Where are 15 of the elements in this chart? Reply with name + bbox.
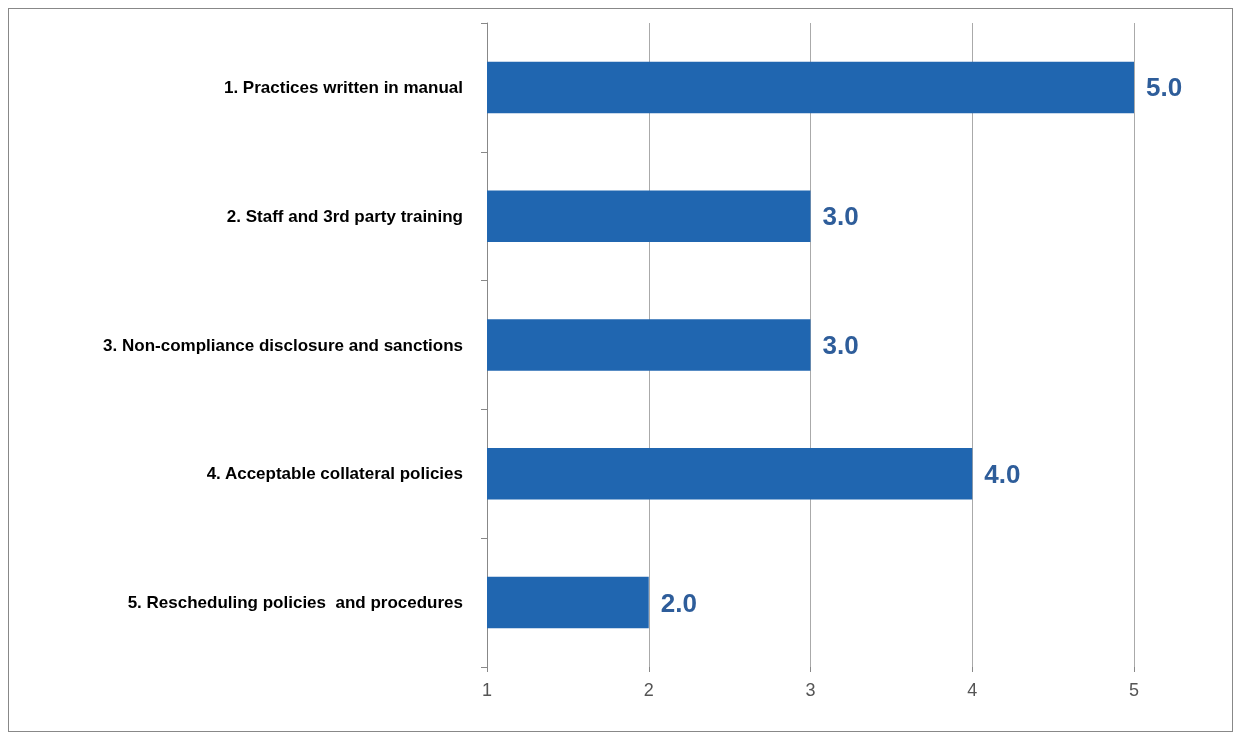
x-tick-label: 4: [967, 680, 978, 700]
data-label: 3.0: [822, 330, 859, 360]
data-label: 5.0: [1146, 72, 1183, 103]
data-label: 3.0: [822, 201, 859, 232]
y-tick-label: 1. Practices written in manual: [223, 77, 463, 97]
data-label: 2.0: [660, 587, 697, 618]
x-tick-label: 2: [643, 680, 654, 700]
data-label: 4.0: [984, 458, 1021, 489]
x-tick-label: 1: [481, 680, 493, 700]
y-tick-label: 4. Acceptable collateral policies: [206, 464, 463, 484]
x-tick-label: 5: [1128, 680, 1140, 700]
y-tick-label: 3. Non-compliance disclosure and sanctions: [103, 335, 463, 355]
x-tick-label: 3: [805, 680, 816, 700]
y-tick-label: 2. Staff and 3rd party training: [226, 206, 463, 226]
y-tick-label: 5. Rescheduling policies and procedures: [127, 593, 463, 613]
